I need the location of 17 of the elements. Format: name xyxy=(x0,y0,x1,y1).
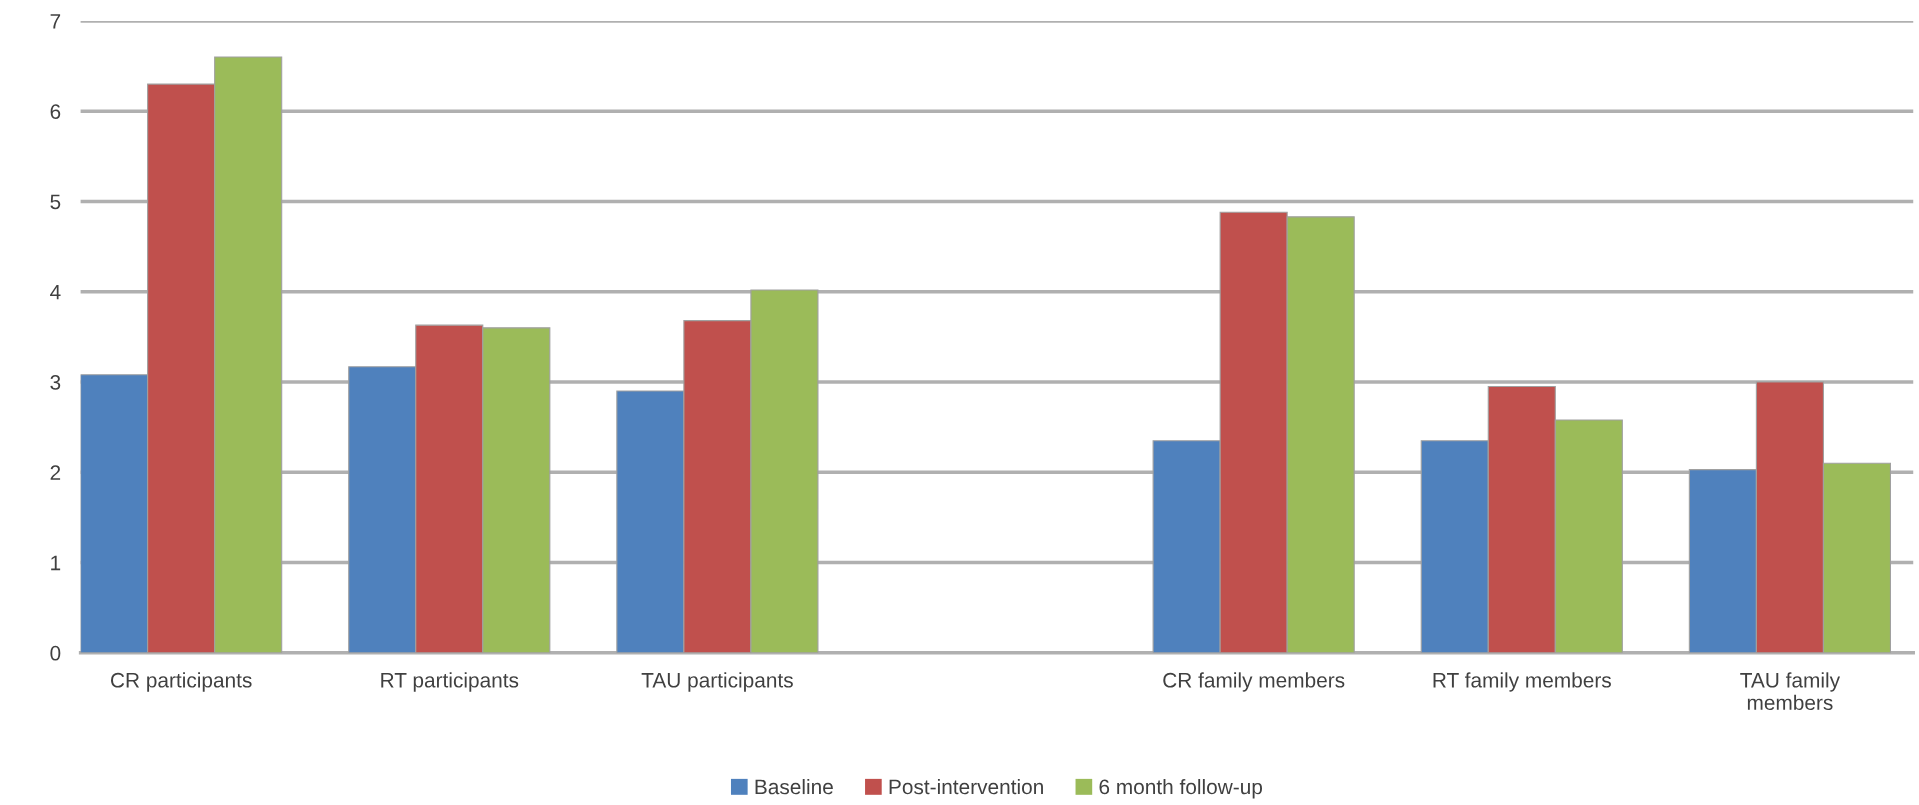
y-tick-label: 0 xyxy=(50,645,61,661)
legend-label: 6 month follow-up xyxy=(1099,778,1263,799)
y-tick-label: 5 xyxy=(50,194,61,210)
x-tick-label: TAU family members xyxy=(1740,672,1841,711)
legend-label: Post-intervention xyxy=(889,778,1043,795)
y-tick-label: 7 xyxy=(50,14,61,29)
x-tick-label: RT family members xyxy=(1433,672,1611,692)
x-tick-label: CR family members xyxy=(1163,672,1345,692)
y-tick-label: 4 xyxy=(50,284,61,300)
x-tick-label: CR participants xyxy=(111,672,252,692)
y-tick-label: 6 xyxy=(50,104,61,119)
y-tick-label: 3 xyxy=(50,375,61,390)
legend-label: Baseline xyxy=(755,778,833,795)
x-tick-label: TAU participants xyxy=(641,672,793,692)
y-tick-label: 1 xyxy=(51,555,61,571)
y-tick-label: 2 xyxy=(50,465,61,480)
x-tick-label: RT participants xyxy=(381,672,519,692)
